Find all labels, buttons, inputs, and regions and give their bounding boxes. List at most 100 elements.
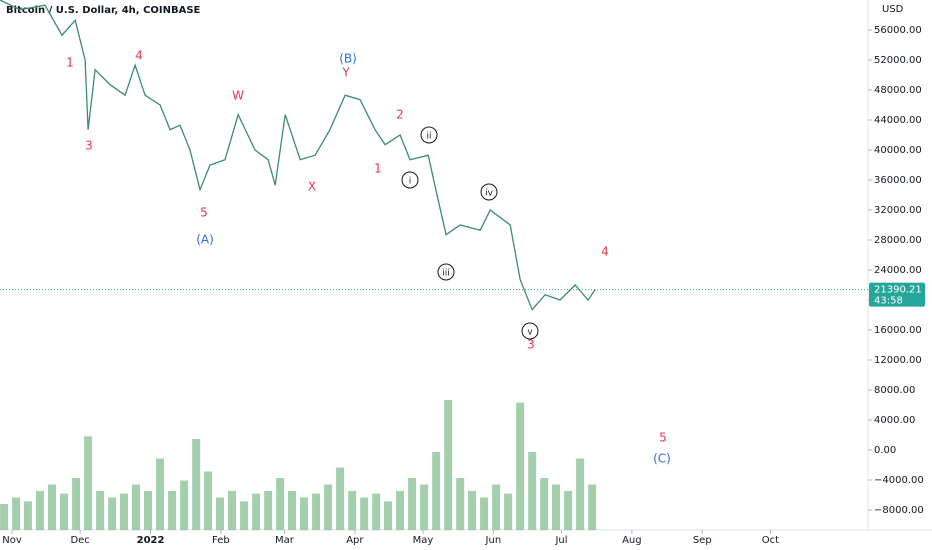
y-tick-label: 36000.00 [874,175,922,186]
volume-bar [192,439,201,530]
x-tick-label: Aug [622,535,642,546]
wave-label: v [527,328,533,338]
volume-bar [132,484,141,530]
volume-bar [35,491,44,530]
y-tick-label: −8000.00 [874,505,924,516]
wave-label: iii [442,269,450,279]
x-tick-label: Apr [346,535,364,546]
volume-bar [252,493,261,530]
volume-bar [372,493,381,530]
volume-bar [264,491,273,530]
volume-bar [144,491,153,530]
axis-unit: USD [882,4,904,15]
y-tick-label: 52000.00 [874,55,922,66]
volume-bar [119,493,128,530]
y-tick-label: 32000.00 [874,205,922,216]
volume-bar [432,452,441,530]
volume-bar [84,436,93,530]
wave-circle [437,263,455,281]
x-tick-label: May [413,535,434,546]
wave-label: iv [485,189,494,199]
wave-label: ii [426,132,431,142]
volume-bar [312,493,321,530]
last-price-label: 21390.21 [874,285,922,296]
volume-bar [420,484,429,530]
wave-circle [401,171,419,189]
wave-label: 5 [200,206,208,220]
y-tick-label: −4000.00 [874,475,924,486]
x-tick-label: Jul [554,535,567,546]
wave-label: 4 [601,245,609,259]
y-tick-label: 24000.00 [874,265,922,276]
volume-bar [360,497,369,530]
volume-bar [216,497,225,530]
wave-label: W [232,89,244,103]
y-tick-label: 40000.00 [874,145,922,156]
volume-bar [492,484,501,530]
x-tick-label: Oct [762,535,779,546]
volume-bar [72,478,81,530]
volume-bar [276,478,285,530]
volume-bar [12,497,21,530]
y-tick-label: 16000.00 [874,325,922,336]
wave-label: i [409,177,412,187]
wave-label: (C) [653,452,671,466]
volume-bar [23,501,32,530]
volume-bar [336,467,345,530]
y-tick-label: 48000.00 [874,85,922,96]
y-tick-label: 56000.00 [874,25,922,36]
volume-bar [96,491,105,530]
y-tick-label: 8000.00 [874,385,915,396]
volume-bar [564,491,573,530]
volume-bar [180,480,189,530]
wave-label: 2 [396,108,404,122]
wave-label: 5 [659,431,667,445]
volume-bar [384,501,393,530]
volume-bar [0,504,9,530]
x-tick-label: Jun [485,535,502,546]
volume-bar [203,471,212,530]
volume-bar [240,501,249,530]
last-price-box [869,282,925,307]
chart-title: Bitcoin / U.S. Dollar, 4h, COINBASE [6,5,201,16]
volume-bar [576,458,585,530]
volume-bar [156,458,165,530]
wave-circle [420,126,438,144]
x-tick-label: Feb [212,535,230,546]
y-tick-label: 4000.00 [874,415,915,426]
x-tick-label: Sep [693,535,712,546]
wave-label: 1 [374,162,382,176]
y-tick-label: 44000.00 [874,115,922,126]
y-tick-label: 0.00 [874,445,896,456]
x-tick-label: Nov [2,535,22,546]
wave-label: (B) [339,52,357,66]
wave-label: (A) [196,233,214,247]
volume-bar [168,491,177,530]
wave-label: 4 [135,49,143,63]
volume-bar [324,484,333,530]
wave-label: Y [341,66,350,80]
x-tick-label: Mar [275,535,295,546]
wave-circle [480,183,498,201]
volume-bar [300,497,309,530]
countdown-label: 43:58 [874,296,903,307]
volume-bar [108,497,117,530]
volume-bar [588,484,597,530]
volume-bar [396,491,405,530]
volume-bar [480,497,489,530]
y-tick-label: 12000.00 [874,355,922,366]
x-tick-label: Dec [70,535,89,546]
y-tick-label: 28000.00 [874,235,922,246]
volume-bar [456,478,465,530]
price-line [0,0,596,311]
volume-bar [468,491,477,530]
wave-label: 1 [66,56,74,70]
x-tick-label: 2022 [137,535,165,546]
volume-bar [540,478,549,530]
volume-bar [408,478,417,530]
volume-bar [348,491,357,530]
volume-bar [60,493,69,530]
wave-label: 3 [527,338,535,352]
